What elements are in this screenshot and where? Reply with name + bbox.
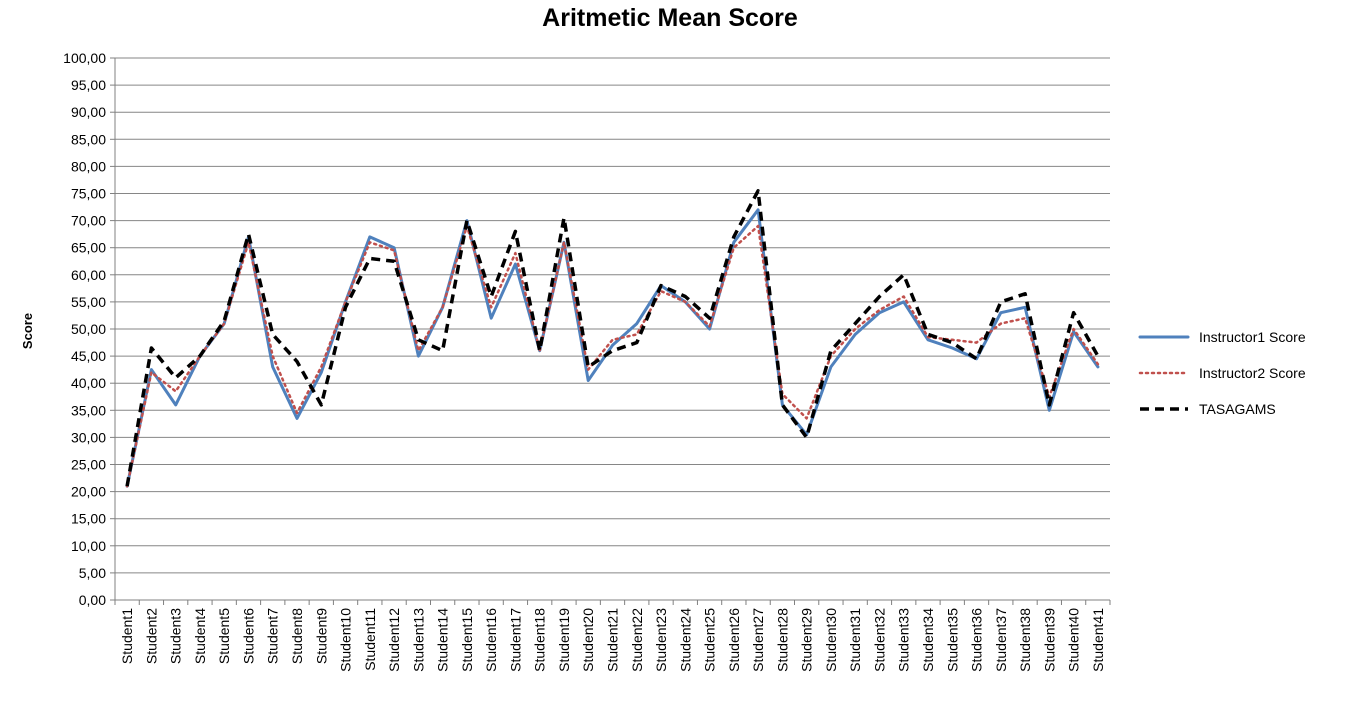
y-tick-label: 15,00 [71, 511, 106, 527]
x-tick-label: Student4 [192, 608, 208, 664]
legend: Instructor1 Score Instructor2 Score TASAGA… [1138, 329, 1306, 417]
x-tick-label: Student32 [871, 608, 887, 672]
x-tick-label: Student22 [629, 608, 645, 672]
y-tick-label: 30,00 [71, 429, 106, 445]
x-tick-label: Student5 [216, 608, 232, 664]
x-tick-label: Student16 [483, 608, 499, 672]
gridlines [110, 57, 1111, 605]
x-tick-label: Student15 [459, 608, 475, 672]
legend-label-1: Instructor1 Score [1199, 329, 1306, 345]
x-tick-label: Student29 [799, 608, 815, 672]
x-tick-label: Student33 [896, 608, 912, 672]
x-tick-label: Student38 [1017, 608, 1033, 672]
y-tick-label: 0,00 [79, 592, 106, 608]
x-tick-label: Student3 [168, 608, 184, 664]
y-tick-label: 45,00 [71, 348, 106, 364]
y-tick-label: 100,00 [63, 50, 106, 66]
y-tick-label: 65,00 [71, 240, 106, 256]
y-tick-label: 60,00 [71, 267, 106, 283]
y-tick-label: 75,00 [71, 186, 106, 202]
x-tick-label: Student9 [313, 608, 329, 664]
x-tick-label: Student27 [750, 608, 766, 672]
x-tick-label: Student34 [920, 608, 936, 672]
legend-label-3: TASAGAMS [1199, 401, 1276, 417]
y-axis-ticks: 0,00 5,00 10,00 15,00 20,00 25,00 30,00 35,00 40… [63, 50, 106, 608]
x-tick-label: Student35 [944, 608, 960, 672]
x-tick-label: Student8 [289, 608, 305, 664]
y-tick-label: 5,00 [79, 565, 106, 581]
y-tick-label: 40,00 [71, 375, 106, 391]
x-tick-label: Student13 [410, 608, 426, 672]
y-tick-label: 50,00 [71, 321, 106, 337]
x-tick-label: Student39 [1041, 608, 1057, 672]
x-tick-label: Student18 [532, 608, 548, 672]
y-tick-label: 80,00 [71, 158, 106, 174]
series-line-3 [125, 189, 1100, 487]
x-tick-label: Student23 [653, 608, 669, 672]
y-tick-label: 90,00 [71, 104, 106, 120]
x-tick-label: Student12 [386, 608, 402, 672]
x-tick-label: Student24 [677, 608, 693, 672]
x-tick-label: Student40 [1066, 608, 1082, 672]
legend-label-2: Instructor2 Score [1199, 365, 1306, 381]
x-tick-label: Student28 [774, 608, 790, 672]
x-tick-label: Student25 [702, 608, 718, 672]
x-tick-label: Student17 [507, 608, 523, 672]
chart-title: Aritmetic Mean Score [542, 4, 798, 32]
x-tick-label: Student41 [1090, 608, 1106, 672]
x-tick-label: Student7 [265, 608, 281, 664]
x-tick-label: Student26 [726, 608, 742, 672]
y-tick-label: 95,00 [71, 77, 106, 93]
x-tick-label: Student10 [338, 608, 354, 672]
x-tick-label: Student20 [580, 608, 596, 672]
y-tick-label: 85,00 [71, 131, 106, 147]
x-tick-label: Student21 [605, 608, 621, 672]
x-tick-label: Student11 [362, 608, 378, 671]
y-tick-label: 10,00 [71, 538, 106, 554]
x-tick-label: Student36 [969, 608, 985, 672]
y-tick-label: 70,00 [71, 213, 106, 229]
x-tick-label: Student19 [556, 608, 572, 672]
x-axis-ticks: Student1 Student2 Student3 Student4 Student5… [119, 608, 1106, 672]
x-tick-label: Student30 [823, 608, 839, 672]
x-tick-label: Student2 [143, 608, 159, 664]
x-tick-label: Student6 [240, 608, 256, 664]
series-line-1 [125, 208, 1100, 488]
y-tick-label: 35,00 [71, 402, 106, 418]
y-tick-label: 20,00 [71, 484, 106, 500]
x-tick-label: Student1 [119, 608, 135, 664]
y-axis-label: Score [20, 313, 35, 349]
x-tick-label: Student14 [435, 608, 451, 672]
series-lines [125, 189, 1100, 488]
x-tick-label: Student37 [993, 608, 1009, 672]
x-tick-label: Student31 [847, 608, 863, 672]
y-tick-label: 25,00 [71, 457, 106, 473]
y-tick-label: 55,00 [71, 294, 106, 310]
